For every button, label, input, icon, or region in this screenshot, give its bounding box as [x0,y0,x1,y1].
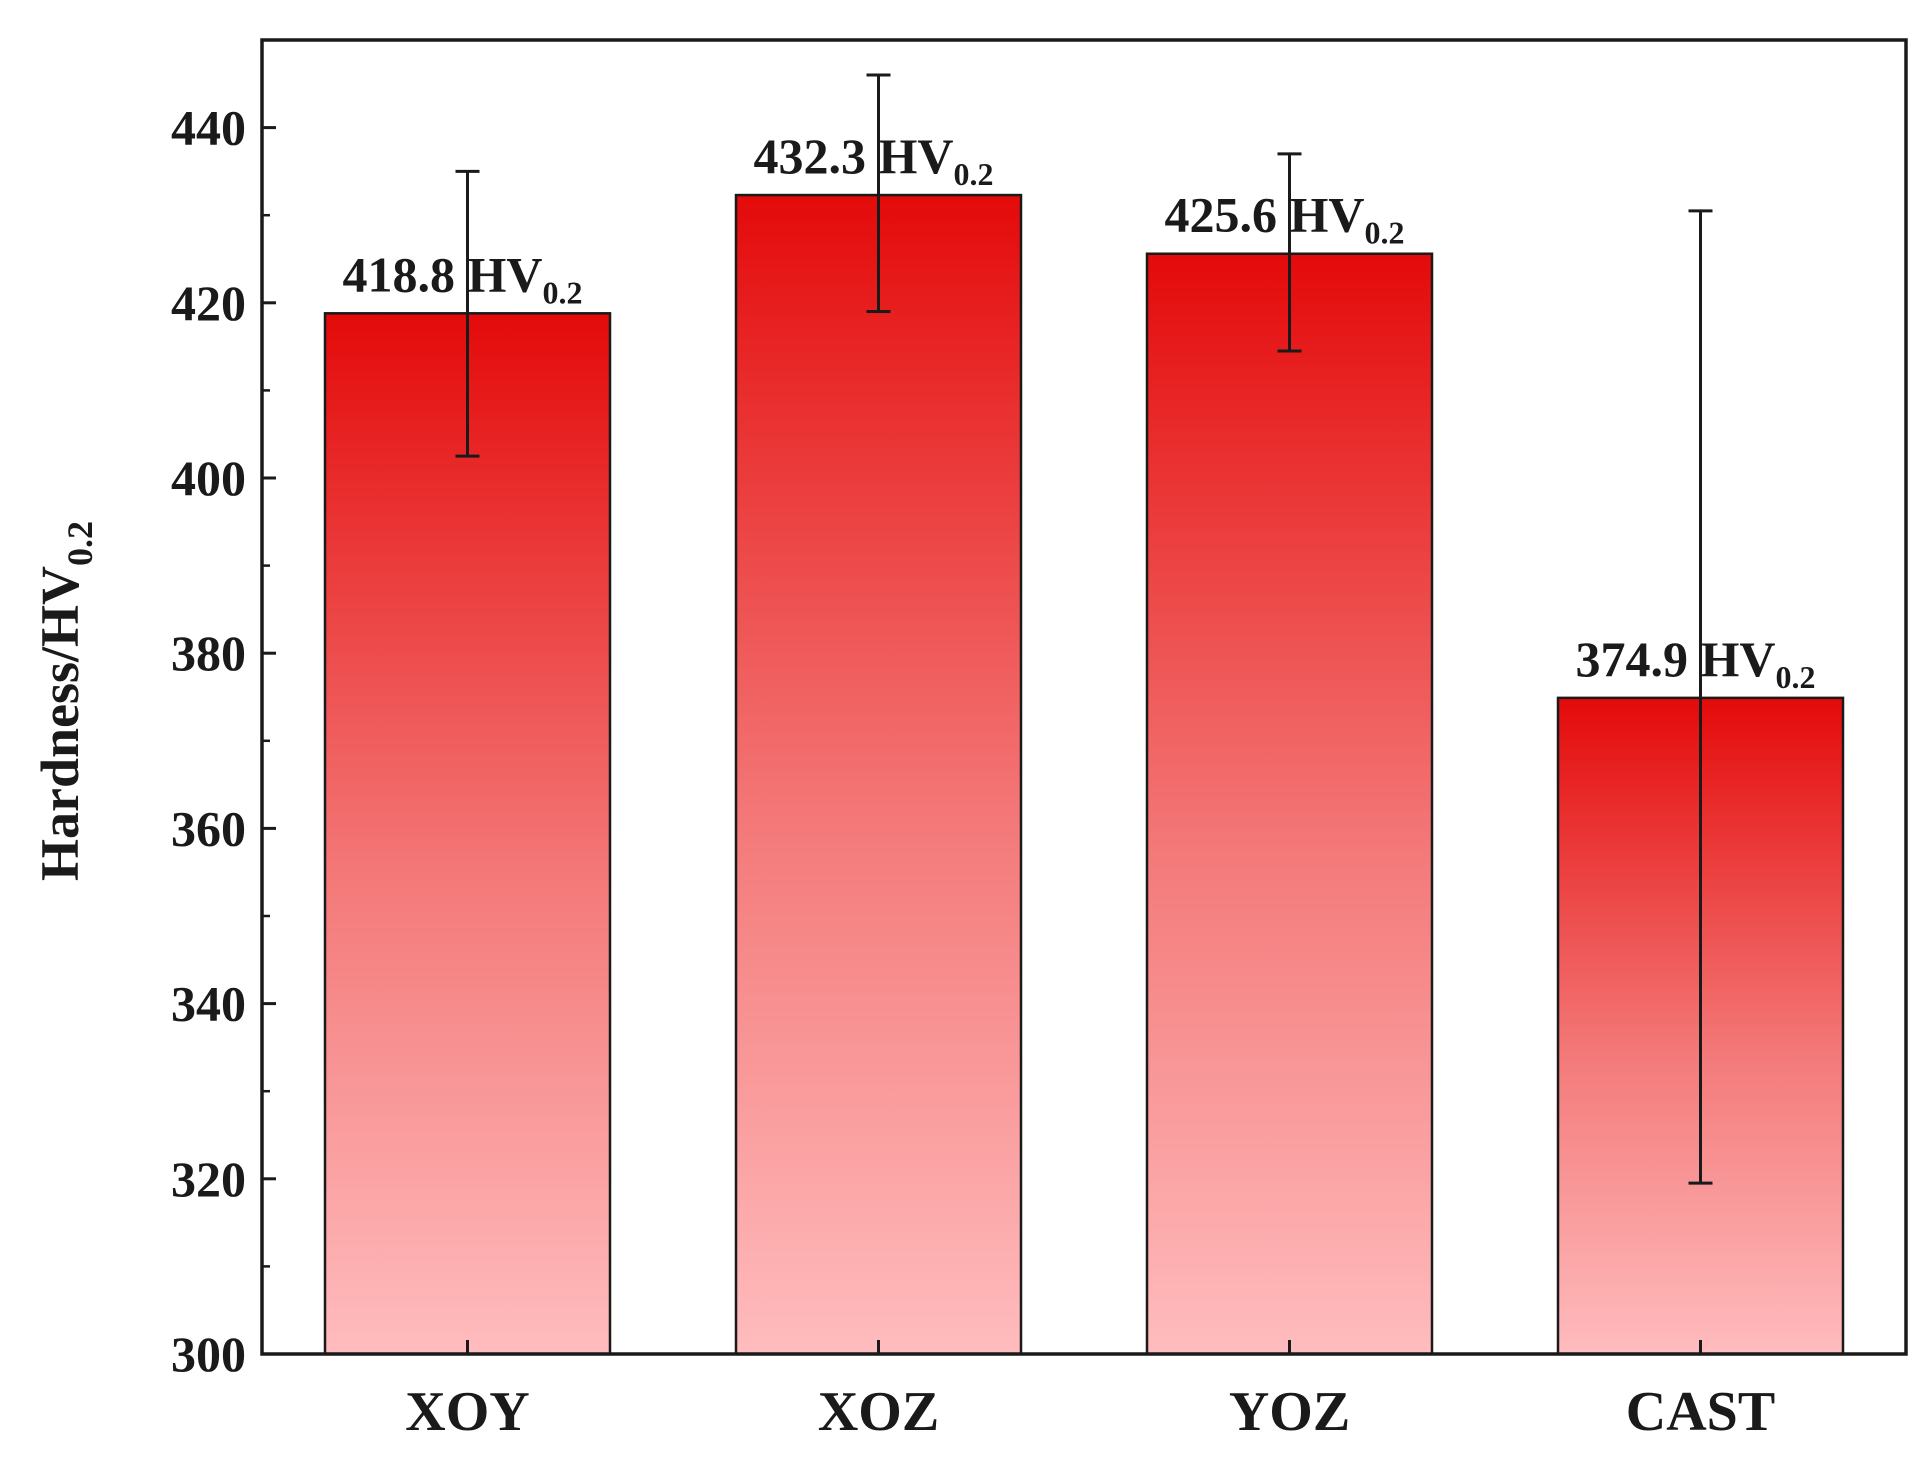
bar-value-label-yoz: 425.6 HV0.2 [1165,187,1405,251]
error-bars-layer [455,73,1713,1185]
y-axis: 300 320 340 360 380 400 420 440 [171,100,276,1382]
y-tick-label: 320 [171,1151,246,1207]
y-axis-label: Hardness/HV0.2 [30,521,100,881]
y-tick-label: 440 [171,100,246,156]
bar-labels-layer: 418.8 HV0.2 432.3 HV0.2 425.6 HV0.2 374.9 H… [343,128,1816,695]
bar-value-label-xoz: 432.3 HV0.2 [754,128,994,192]
y-tick-label: 380 [171,625,246,681]
bar-value-label-xoy: 418.8 HV0.2 [343,246,583,310]
y-tick-label: 420 [171,275,246,331]
y-tick-label: 400 [171,450,246,506]
x-axis: XOY XOZ YOZ CAST [405,1340,1775,1443]
y-tick-label: 360 [171,800,246,856]
bar-xoy [323,312,612,1356]
plot-frame [260,38,1908,1356]
error-bar-xoz [866,73,891,314]
error-bar-xoy [455,169,480,458]
bars-layer [323,193,1845,1356]
error-bar-cast [1688,209,1713,1185]
y-tick-label: 340 [171,976,246,1032]
bar-value-label-cast: 374.9 HV0.2 [1576,631,1816,695]
x-tick-label-xoz: XOZ [818,1381,939,1443]
x-tick-label-xoy: XOY [405,1381,529,1443]
x-tick-label-yoz: YOZ [1229,1381,1350,1443]
error-bar-yoz [1277,152,1302,353]
bar-xoz [734,193,1023,1356]
x-tick-label-cast: CAST [1626,1381,1775,1443]
y-tick-label: 300 [171,1326,246,1382]
bar-yoz [1145,252,1434,1356]
